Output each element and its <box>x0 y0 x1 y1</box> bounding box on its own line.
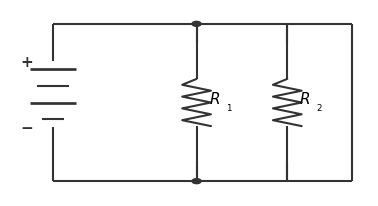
Text: $R$: $R$ <box>299 91 311 107</box>
Text: −: − <box>20 120 33 135</box>
Circle shape <box>192 179 201 184</box>
Circle shape <box>192 22 201 27</box>
Text: $R$: $R$ <box>209 91 220 107</box>
Text: $_1$: $_1$ <box>226 101 232 114</box>
Text: +: + <box>20 54 33 69</box>
Text: $_2$: $_2$ <box>316 101 323 114</box>
